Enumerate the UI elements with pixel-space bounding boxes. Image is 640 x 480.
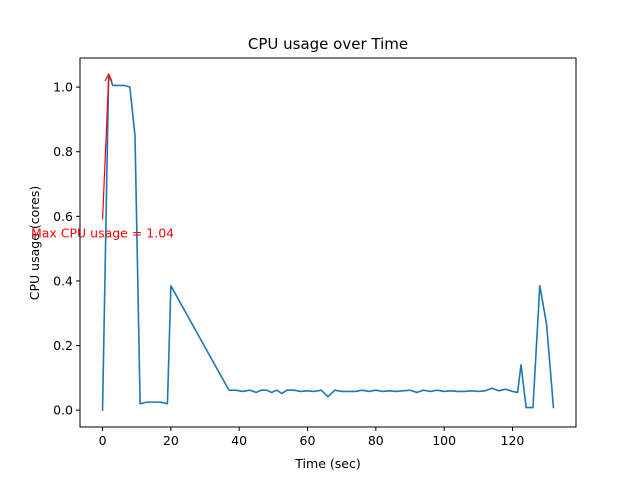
y-tick-label: 0.6 <box>53 209 73 224</box>
x-tick-label: 40 <box>231 433 247 448</box>
x-tick-label: 20 <box>163 433 179 448</box>
annotation-layer: Max CPU usage = 1.04 <box>31 72 174 241</box>
x-axis: 0 20 40 60 80 100 120 <box>99 427 525 448</box>
series-line-0 <box>101 73 555 412</box>
annotation-arrow <box>101 77 110 220</box>
series-layer <box>101 73 555 412</box>
y-axis-label: CPU usage (cores) <box>27 186 42 300</box>
axes-frame <box>79 57 577 428</box>
x-axis-label: Time (sec) <box>294 456 360 471</box>
x-tick-label: 60 <box>300 433 316 448</box>
y-tick-label: 0.8 <box>53 144 73 159</box>
annotation-arrowhead <box>104 72 113 82</box>
x-tick-label: 0 <box>99 433 107 448</box>
x-tick-label: 80 <box>368 433 384 448</box>
y-tick-label: 0.4 <box>53 273 73 288</box>
y-tick-label: 1.0 <box>53 80 73 95</box>
y-tick-label: 0.0 <box>53 403 73 418</box>
y-tick-label: 0.2 <box>53 338 73 353</box>
y-axis: 0.0 0.2 0.4 0.6 0.8 1.0 <box>53 80 80 418</box>
x-tick-label: 120 <box>501 433 525 448</box>
x-tick-label: 100 <box>432 433 456 448</box>
annotation-label: Max CPU usage = 1.04 <box>31 226 174 241</box>
chart-title: CPU usage over Time <box>248 35 408 53</box>
